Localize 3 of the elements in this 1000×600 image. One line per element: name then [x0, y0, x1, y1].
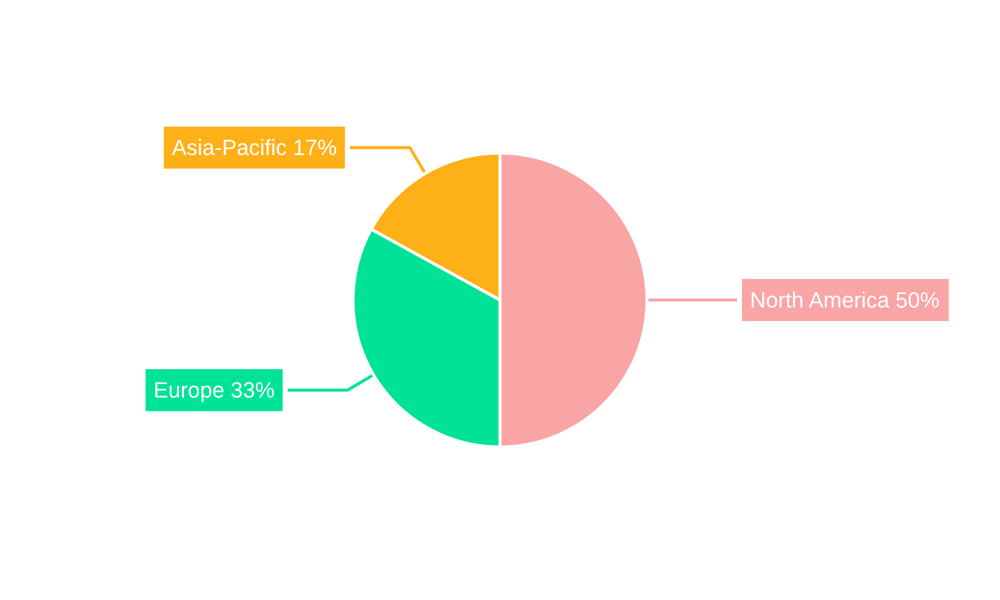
slice-label: North America 50%: [750, 288, 940, 312]
slice-label: Europe 33%: [154, 378, 275, 403]
slice-label: Asia-Pacific 17%: [172, 135, 337, 160]
